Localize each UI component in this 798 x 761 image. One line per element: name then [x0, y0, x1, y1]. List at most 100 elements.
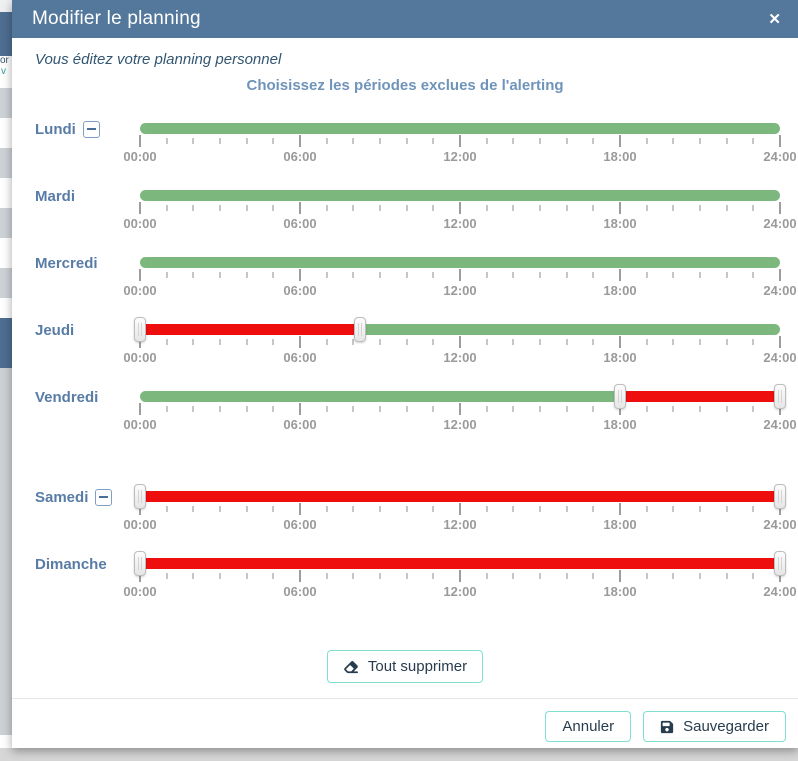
- tick-mark: [459, 202, 461, 214]
- time-range-slider[interactable]: 00:00 06:00 12:00 18:00 24:00: [123, 240, 797, 307]
- slider-track[interactable]: [140, 384, 786, 409]
- tick-mark: [539, 406, 541, 412]
- tick-mark: [299, 403, 301, 415]
- tick-mark: [459, 403, 461, 415]
- slider-track[interactable]: [140, 123, 780, 134]
- time-range-slider[interactable]: 00:00 06:00 12:00 18:00 24:00: [123, 541, 797, 608]
- tick-mark: [245, 205, 248, 211]
- tick-label: 06:00: [283, 584, 317, 599]
- tick-mark: [619, 503, 621, 515]
- tick-label: 06:00: [283, 283, 317, 298]
- tick-mark: [645, 573, 648, 579]
- modal-footer: Annuler Sauvegarder: [12, 698, 798, 748]
- tick-mark: [352, 339, 355, 345]
- remove-day-button[interactable]: [95, 488, 113, 506]
- tick-mark: [245, 138, 248, 144]
- slider-track[interactable]: [134, 551, 786, 576]
- clear-all-label: Tout supprimer: [367, 658, 468, 675]
- tick-mark: [752, 506, 755, 512]
- tick-mark: [165, 506, 168, 512]
- tick-mark: [565, 406, 568, 412]
- tick-mark: [752, 406, 755, 412]
- tick-mark: [539, 573, 541, 579]
- save-button[interactable]: Sauvegarder: [643, 711, 786, 742]
- tick-mark: [779, 503, 781, 515]
- slider-handle[interactable]: [134, 484, 146, 509]
- tick-mark: [192, 339, 195, 345]
- tick-mark: [192, 506, 195, 512]
- tick-mark: [539, 272, 541, 278]
- tick-label: 24:00: [763, 417, 797, 432]
- tick-mark: [139, 269, 141, 281]
- tick-mark: [512, 138, 515, 144]
- tick-mark: [672, 573, 675, 579]
- slider-track[interactable]: [140, 190, 780, 201]
- save-label: Sauvegarder: [683, 718, 769, 735]
- tick-mark: [619, 336, 621, 348]
- tick-mark: [165, 272, 168, 278]
- day-label-wrap: Jeudi: [35, 316, 140, 344]
- background-block: [0, 208, 12, 238]
- tick-mark: [592, 573, 595, 579]
- slider-handle[interactable]: [614, 384, 626, 409]
- cancel-label: Annuler: [562, 718, 615, 735]
- tick-mark: [432, 406, 435, 412]
- tick-mark: [779, 336, 781, 348]
- time-range-slider[interactable]: 00:00 06:00 12:00 18:00 24:00: [123, 106, 797, 173]
- time-range-slider[interactable]: 00:00 06:00 12:00 18:00 24:00: [123, 307, 797, 374]
- slider-track[interactable]: [134, 317, 780, 342]
- remove-day-button[interactable]: [82, 120, 100, 138]
- slider-handle[interactable]: [774, 484, 786, 509]
- tick-label: 24:00: [763, 517, 797, 532]
- slider-track[interactable]: [134, 484, 786, 509]
- tick-mark: [645, 138, 648, 144]
- day-label-wrap: Dimanche: [35, 550, 140, 578]
- slider-handle[interactable]: [774, 551, 786, 576]
- time-range-slider[interactable]: 00:00 06:00 12:00 18:00 24:00: [123, 474, 797, 541]
- tick-mark: [512, 272, 515, 278]
- day-label: Mardi: [35, 187, 76, 205]
- slider-handle[interactable]: [774, 384, 786, 409]
- tick-label: 12:00: [443, 149, 477, 164]
- slider-handle[interactable]: [354, 317, 366, 342]
- tick-mark: [139, 336, 141, 348]
- tick-label: 18:00: [603, 149, 637, 164]
- tick-mark: [619, 570, 621, 582]
- slider-handle[interactable]: [134, 317, 146, 342]
- tick-mark: [432, 573, 435, 579]
- slider-tick-labels: 00:00 06:00 12:00 18:00 24:00: [123, 417, 796, 433]
- tick-mark: [779, 570, 781, 582]
- time-range-slider[interactable]: 00:00 06:00 12:00 18:00 24:00: [123, 173, 797, 240]
- minus-icon: [99, 496, 109, 498]
- day-label-wrap: Samedi: [35, 483, 140, 511]
- slider-handle[interactable]: [134, 551, 146, 576]
- background-page-sliver: or v: [0, 0, 12, 761]
- tick-mark: [352, 272, 355, 278]
- tick-label: 12:00: [443, 350, 477, 365]
- background-block: [0, 88, 12, 118]
- tick-mark: [539, 339, 541, 345]
- tick-mark: [565, 272, 568, 278]
- cancel-button[interactable]: Annuler: [545, 711, 632, 742]
- tick-mark: [699, 205, 701, 211]
- close-icon[interactable]: ✕: [768, 10, 781, 28]
- tick-label: 18:00: [603, 584, 637, 599]
- tick-mark: [565, 205, 568, 211]
- tick-mark: [405, 205, 408, 211]
- time-range-slider[interactable]: 00:00 06:00 12:00 18:00 24:00: [123, 374, 797, 441]
- slider-track[interactable]: [140, 257, 780, 268]
- tick-label: 00:00: [123, 517, 157, 532]
- tick-mark: [699, 406, 701, 412]
- tick-mark: [432, 506, 435, 512]
- slider-tick-labels: 00:00 06:00 12:00 18:00 24:00: [123, 517, 796, 533]
- tick-label: 24:00: [763, 149, 797, 164]
- excluded-range: [620, 391, 780, 402]
- day-row: Mardi 00:00 06:00 12:00 18:00 24:00: [12, 173, 798, 240]
- tick-mark: [325, 138, 328, 144]
- slider-ticks: [139, 403, 781, 416]
- tick-mark: [325, 272, 328, 278]
- tick-mark: [192, 272, 195, 278]
- modal-title: Modifier le planning: [32, 8, 201, 29]
- background-text-fragment: or: [0, 55, 9, 66]
- clear-all-button[interactable]: Tout supprimer: [326, 650, 484, 683]
